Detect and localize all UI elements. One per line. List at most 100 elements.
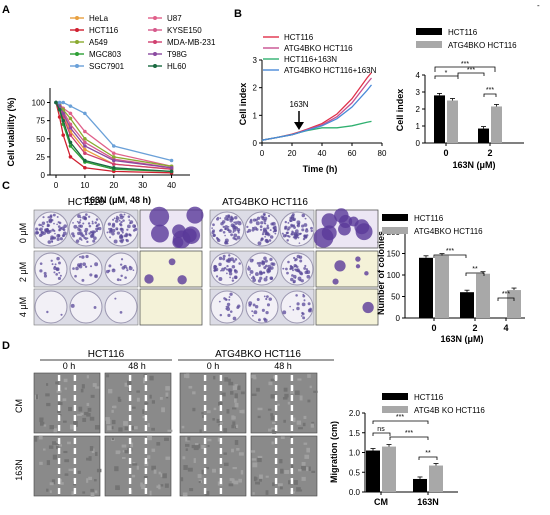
colony-dot (305, 227, 308, 231)
panel-d-bar (366, 450, 380, 492)
cell-texture (310, 423, 314, 428)
colony-dot (235, 238, 238, 241)
cell-texture (114, 466, 119, 472)
colony-dot (269, 235, 274, 239)
colony-dot (307, 302, 311, 306)
cell-texture (110, 426, 114, 430)
cell-texture (294, 390, 300, 396)
colony-dot (53, 271, 56, 274)
colony-dot (126, 268, 129, 272)
colony-dot (295, 294, 298, 297)
cell-texture (254, 477, 258, 481)
colony-dot (50, 259, 53, 262)
colony-dot (255, 221, 260, 226)
colony-dot (298, 255, 303, 259)
panel-c-sig-1: *** (446, 248, 454, 255)
cell-texture (288, 480, 292, 485)
cell-texture (191, 444, 196, 449)
colony-dot (265, 311, 269, 315)
panel-a-xtick-label: 30 (138, 181, 147, 190)
colony-dot (106, 231, 109, 234)
colony-dot (82, 262, 86, 267)
colony-dot (247, 265, 250, 268)
colony-dot (303, 266, 307, 270)
colony-dot (289, 219, 292, 223)
cell-texture (156, 485, 159, 489)
cell-texture (212, 418, 215, 421)
colony-blob (355, 264, 361, 269)
cell-texture (306, 447, 311, 453)
colony-dot (229, 310, 233, 313)
colony-dot (115, 217, 118, 220)
culture-well (245, 290, 279, 324)
cell-texture (57, 401, 63, 406)
colony-zoom-image (315, 250, 379, 288)
colony-dot (227, 257, 232, 262)
cell-texture (258, 477, 262, 482)
cell-texture (255, 481, 259, 485)
panel-a-legend-entry: SGC7901 (70, 62, 125, 71)
cell-texture (195, 443, 199, 446)
cell-texture (141, 484, 146, 490)
panel-a-point (61, 111, 66, 116)
colony-dot (34, 230, 39, 235)
panel-c-sig-3: *** (502, 291, 510, 298)
cell-texture (95, 386, 100, 389)
colony-dot (232, 277, 234, 280)
colony-blob (332, 278, 339, 285)
panel-c-bar (507, 290, 521, 318)
colony-dot (84, 231, 88, 234)
culture-well (280, 290, 314, 324)
panel-a-point (83, 140, 87, 145)
panel-a-point (68, 144, 73, 148)
cell-texture (301, 465, 306, 471)
panel-a-point (57, 107, 62, 112)
colony-dot (220, 221, 224, 226)
colony-dot (77, 231, 81, 236)
colony-dot (78, 255, 82, 258)
colony-dot (249, 273, 251, 276)
panel-c-images: HCT116 ATG4BKO HCT116 0 μM 2 μM 4 μM (18, 197, 379, 326)
colony-dot (50, 235, 54, 239)
cell-texture (107, 425, 112, 431)
panel-d-bar (382, 446, 396, 492)
colony-dot (259, 225, 263, 229)
colony-blob (321, 213, 337, 229)
panel-a-point (111, 165, 116, 170)
cell-texture (239, 410, 242, 414)
cell-texture (301, 462, 306, 466)
colony-dot (88, 215, 91, 218)
cell-texture (78, 406, 83, 412)
panel-c-ytick-label: 100 (387, 271, 401, 280)
panel-d-ytick-label: 0.5 (349, 468, 361, 477)
cell-texture (230, 391, 234, 395)
cell-texture (167, 429, 173, 432)
cell-texture (82, 491, 86, 494)
colony-dot (62, 234, 65, 238)
colony-dot (109, 236, 111, 239)
cell-texture (216, 418, 221, 423)
colony-dot (237, 220, 240, 223)
panel-b-arrow-label: 163N (289, 100, 308, 109)
panel-a-point (61, 100, 66, 105)
cell-texture (57, 410, 61, 413)
colony-dot (271, 221, 276, 226)
colony-dot (288, 226, 291, 229)
panel-d-bar (429, 465, 443, 492)
cell-texture (90, 394, 95, 398)
colony-dot (129, 222, 132, 225)
colony-dot (91, 220, 94, 223)
panel-c-title-atg4bko: ATG4BKO HCT116 (222, 197, 308, 208)
cell-texture (298, 469, 302, 472)
colony-dot (58, 221, 62, 225)
colony-dot (286, 228, 289, 231)
colony-dot (302, 316, 306, 320)
colony-dot (108, 269, 111, 272)
colony-dot (252, 314, 254, 317)
cell-texture (72, 421, 78, 425)
panel-b2-sig-1: * (445, 70, 448, 77)
colony-dot (290, 277, 294, 282)
colony-dot (282, 310, 287, 315)
cell-texture (142, 380, 146, 384)
